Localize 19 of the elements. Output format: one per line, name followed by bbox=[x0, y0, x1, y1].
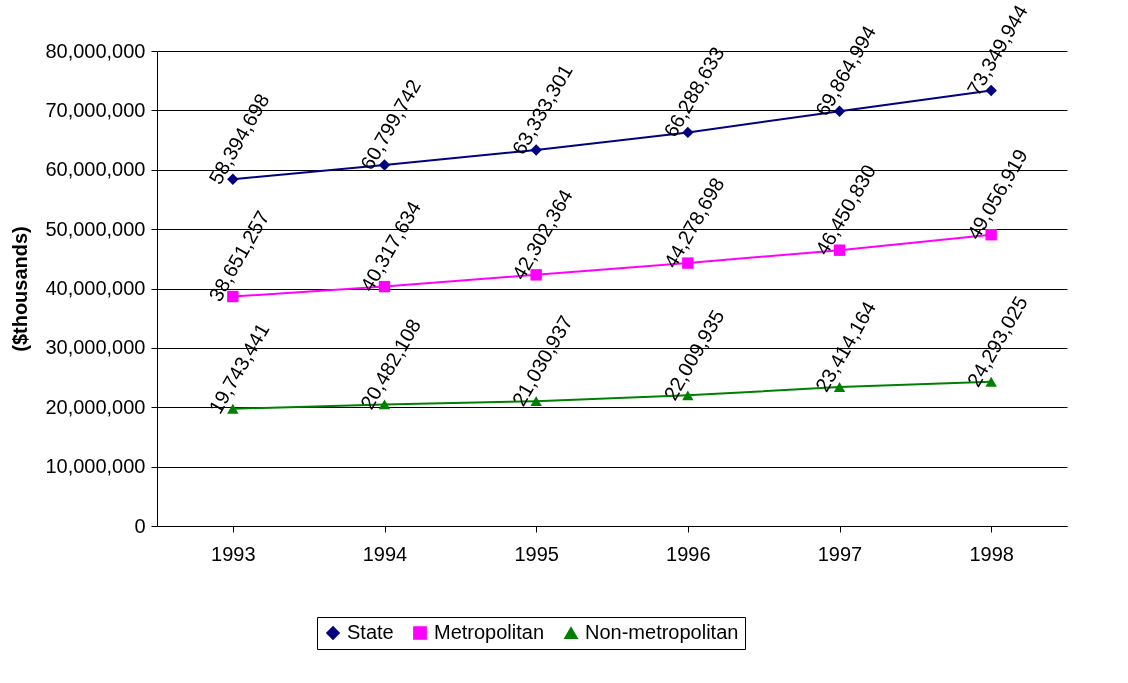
x-tick-label: 1996 bbox=[666, 542, 711, 565]
x-tick-label: 1993 bbox=[211, 542, 256, 565]
y-tick-label: 80,000,000 bbox=[45, 39, 146, 62]
x-tick-label: 1994 bbox=[362, 542, 408, 565]
y-tick-label: 50,000,000 bbox=[45, 217, 146, 240]
y-tick-label: 10,000,000 bbox=[45, 455, 146, 478]
legend-label: Non-metropolitan bbox=[585, 621, 739, 643]
legend-label: Metropolitan bbox=[434, 621, 545, 643]
y-tick-label: 60,000,000 bbox=[45, 158, 146, 181]
y-tick-label: 70,000,000 bbox=[45, 98, 146, 121]
x-tick-label: 1995 bbox=[514, 542, 559, 565]
x-tick-label: 1997 bbox=[817, 542, 863, 565]
y-tick-label: 0 bbox=[134, 514, 146, 537]
y-tick-label: 30,000,000 bbox=[45, 336, 146, 359]
y-axis-title: ($thousands) bbox=[9, 226, 32, 352]
y-tick-label: 40,000,000 bbox=[45, 277, 146, 299]
y-tick-label: 20,000,000 bbox=[45, 395, 146, 418]
legend-label: State bbox=[347, 621, 394, 643]
x-tick-label: 1998 bbox=[969, 542, 1014, 565]
